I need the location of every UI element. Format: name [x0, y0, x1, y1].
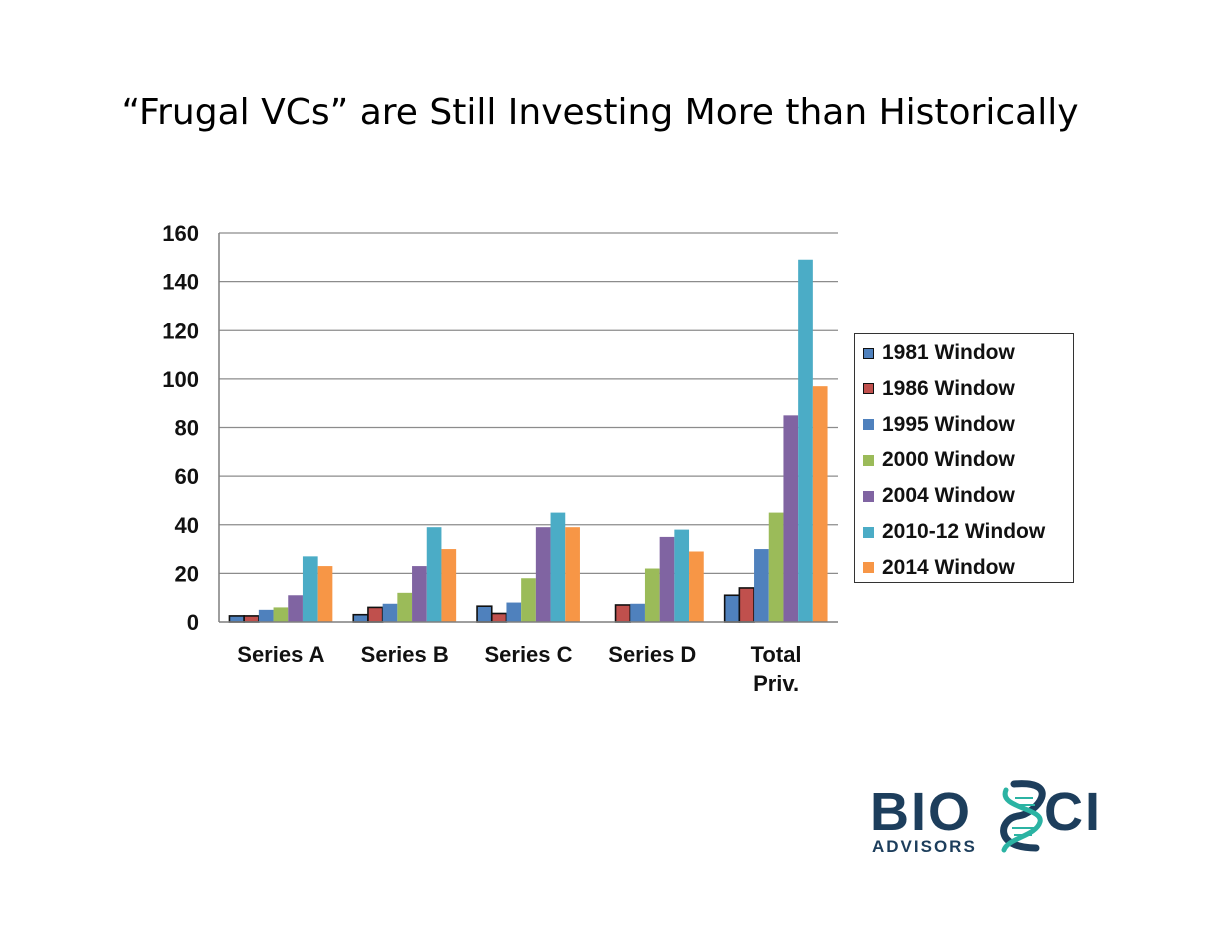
bar-2000-window-1: [397, 592, 413, 622]
legend-item: 2000 Window: [863, 445, 1015, 475]
bar-1981-window-4: [723, 594, 741, 623]
y-tick-label: 140: [162, 270, 199, 295]
bar-2014-window-2: [565, 527, 580, 622]
bar-1995-window-1: [382, 603, 398, 622]
x-category-label: Series C: [484, 642, 572, 667]
legend-label: 2000 Window: [882, 448, 1015, 472]
legend-label: 1995 Window: [882, 412, 1015, 436]
legend-item: 2004 Window: [863, 481, 1015, 511]
legend-label: 2010-12 Window: [882, 520, 1046, 543]
x-category-label: Series D: [608, 642, 696, 667]
y-tick-label: 120: [162, 318, 199, 343]
bar-2000-window-4: [768, 512, 784, 622]
y-tick-label: 160: [162, 221, 199, 246]
bar-2014-window-4: [812, 386, 828, 622]
chart-legend: 1981 Window 1986 Window 1995 Window 2000 Wi…: [854, 333, 1074, 583]
y-tick-label: 100: [162, 367, 199, 392]
bar-2010-12-window-0: [302, 556, 318, 622]
legend-item: 1981 Window: [863, 338, 1015, 368]
bar-1981-window-1: [352, 613, 369, 623]
bar-1995-window-4: [754, 549, 769, 622]
legend-label: 1986 Window: [882, 376, 1015, 400]
bar-2000-window-2: [521, 578, 536, 622]
bar-2010-12-window-1: [426, 527, 442, 622]
y-tick-label: 80: [175, 416, 199, 441]
legend-item: 2010-12 Window: [863, 517, 1045, 547]
x-category-label: Priv.: [753, 671, 799, 696]
bar-2004-window-0: [288, 595, 303, 622]
bar-1981-window-2: [476, 605, 493, 623]
legend-swatch: [863, 454, 874, 466]
bar-1986-window-4: [738, 587, 755, 623]
bar-2004-window-1: [412, 566, 427, 622]
legend-swatch: [863, 347, 874, 359]
legend-swatch: [863, 562, 874, 574]
bar-2000-window-3: [644, 568, 660, 622]
legend-label: 2004 Window: [882, 484, 1015, 508]
legend-item: 1986 Window: [863, 374, 1015, 404]
bar-2014-window-0: [317, 566, 333, 622]
legend-swatch: [863, 419, 874, 431]
bar-2004-window-3: [659, 536, 675, 622]
y-tick-label: 0: [187, 610, 199, 635]
bar-2004-window-4: [783, 415, 799, 622]
bar-2010-12-window-4: [798, 259, 813, 622]
bar-1986-window-0: [243, 615, 260, 623]
x-category-label: Total: [751, 642, 802, 667]
biosci-advisors-logo: BIO CI ADVISORS: [870, 780, 1102, 856]
logo-wordmark-left: BIO: [870, 782, 972, 842]
bar-1981-window-0: [228, 615, 245, 623]
dna-helix-icon: [1000, 780, 1046, 853]
legend-swatch: [863, 383, 874, 395]
bar-2014-window-3: [689, 551, 704, 622]
y-tick-label: 20: [175, 561, 199, 586]
bar-1986-window-1: [367, 606, 384, 623]
bar-1995-window-0: [258, 609, 274, 622]
legend-swatch: [863, 490, 874, 502]
legend-swatch: [863, 526, 874, 538]
x-category-label: Series A: [237, 642, 324, 667]
logo-wordmark-right: CI: [1044, 782, 1102, 842]
bar-2004-window-2: [535, 527, 551, 622]
legend-label: 2014 Window: [882, 555, 1015, 579]
y-tick-label: 60: [175, 464, 199, 489]
bar-2000-window-0: [273, 607, 289, 622]
bar-1995-window-2: [506, 602, 522, 622]
y-tick-label: 40: [175, 513, 199, 538]
logo-tagline: ADVISORS: [872, 837, 977, 856]
slide-title: “Frugal VCs” are Still Investing More th…: [121, 92, 1079, 133]
legend-item: 1995 Window: [863, 410, 1015, 440]
legend-label: 1981 Window: [882, 341, 1015, 364]
bar-1995-window-3: [630, 603, 645, 622]
bar-1986-window-3: [614, 604, 632, 623]
x-category-label: Series B: [361, 642, 449, 667]
bar-2014-window-1: [441, 549, 457, 622]
bar-2010-12-window-2: [550, 512, 566, 622]
bar-2010-12-window-3: [674, 529, 690, 622]
legend-item: 2014 Window: [863, 553, 1015, 583]
bar-1986-window-2: [490, 612, 508, 623]
